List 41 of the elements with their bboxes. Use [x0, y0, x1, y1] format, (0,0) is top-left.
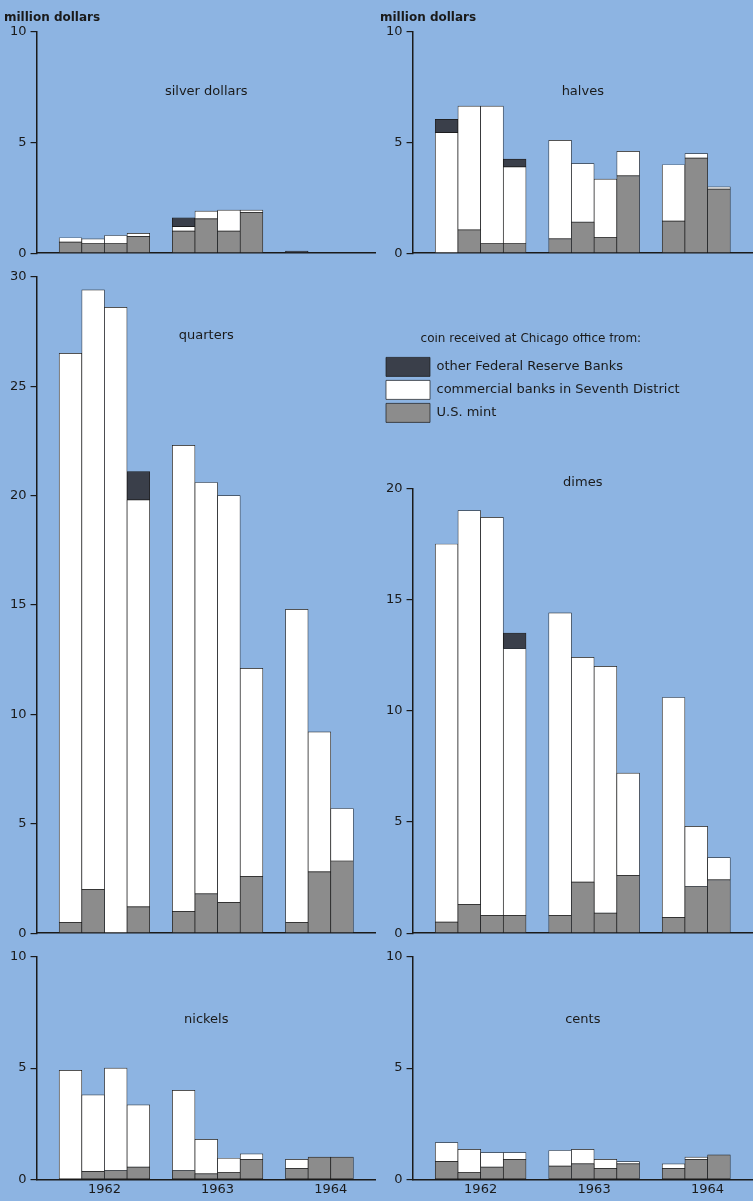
y-tick-label: 20 — [386, 479, 403, 495]
x-tick-label: 1964 — [314, 1180, 348, 1196]
y-tick-label: 30 — [10, 268, 27, 284]
y-axis-title: million dollars — [4, 10, 101, 25]
y-tick-label: 10 — [10, 705, 27, 721]
y-tick-label: 15 — [386, 590, 403, 606]
y-tick-label: 10 — [10, 948, 27, 964]
y-tick-label: 0 — [394, 924, 403, 940]
text: nickels — [184, 1010, 229, 1026]
x-tick-label: 1963 — [201, 1180, 235, 1196]
y-tick-label: 10 — [386, 948, 403, 964]
y-tick-label: 5 — [18, 133, 27, 149]
y-tick-label: 5 — [394, 133, 403, 149]
y-tick-label: 5 — [394, 813, 403, 829]
y-tick-label: 0 — [18, 1170, 27, 1186]
text: silver dollars — [164, 83, 248, 99]
y-tick-label: 5 — [18, 1059, 27, 1075]
y-tick-label: 0 — [394, 1170, 403, 1186]
y-tick-label: 10 — [386, 23, 403, 39]
y-tick-label: 10 — [386, 702, 403, 718]
y-tick-label: 15 — [10, 596, 27, 612]
x-tick-label: 1963 — [577, 1180, 611, 1196]
text: quarters — [178, 327, 235, 343]
y-tick-label: 0 — [18, 244, 27, 260]
y-tick-label: 5 — [18, 815, 27, 831]
chart-title: dimes — [563, 474, 603, 490]
x-tick-label: 1964 — [691, 1180, 725, 1196]
legend-label: other Federal Reserve Banks — [436, 358, 624, 374]
x-tick-label: 1962 — [87, 1180, 121, 1196]
y-tick-label: 0 — [394, 244, 403, 260]
x-tick-label: 1962 — [464, 1180, 498, 1196]
legend-label: U.S. mint — [436, 404, 497, 420]
y-tick-label: 20 — [10, 486, 27, 502]
text: cents — [565, 1010, 601, 1026]
y-axis-title: million dollars — [380, 10, 477, 25]
text: halves — [561, 83, 605, 99]
y-tick-label: 0 — [18, 924, 27, 940]
y-tick-label: 25 — [10, 377, 27, 393]
y-tick-label: 10 — [10, 23, 27, 39]
y-tick-label: 5 — [394, 1059, 403, 1075]
legend-label: commercial banks in Seventh District — [436, 381, 680, 397]
